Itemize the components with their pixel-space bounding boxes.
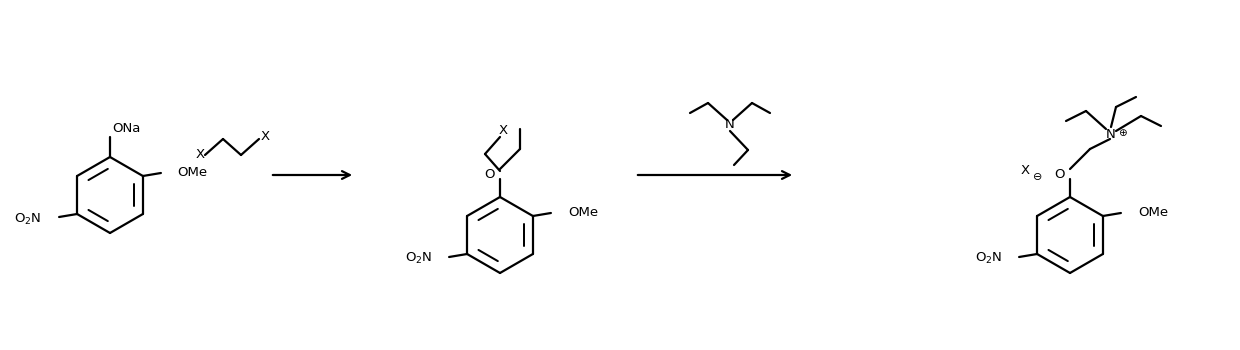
Text: $\oplus$: $\oplus$ [1118, 127, 1127, 139]
Text: X: X [260, 131, 270, 144]
Text: OMe: OMe [177, 166, 207, 178]
Text: $\ominus$: $\ominus$ [1032, 170, 1042, 182]
Text: ONa: ONa [112, 122, 140, 135]
Text: O$_2$N: O$_2$N [404, 251, 432, 266]
Text: X: X [196, 148, 205, 161]
Text: X: X [1021, 163, 1029, 176]
Text: OMe: OMe [568, 205, 598, 218]
Text: O: O [485, 168, 495, 181]
Text: X: X [498, 125, 508, 138]
Text: O: O [1054, 168, 1065, 181]
Text: O$_2$N: O$_2$N [975, 251, 1002, 266]
Text: N: N [1106, 127, 1116, 140]
Text: N: N [725, 119, 735, 132]
Text: OMe: OMe [1138, 205, 1168, 218]
Text: O$_2$N: O$_2$N [14, 211, 41, 226]
